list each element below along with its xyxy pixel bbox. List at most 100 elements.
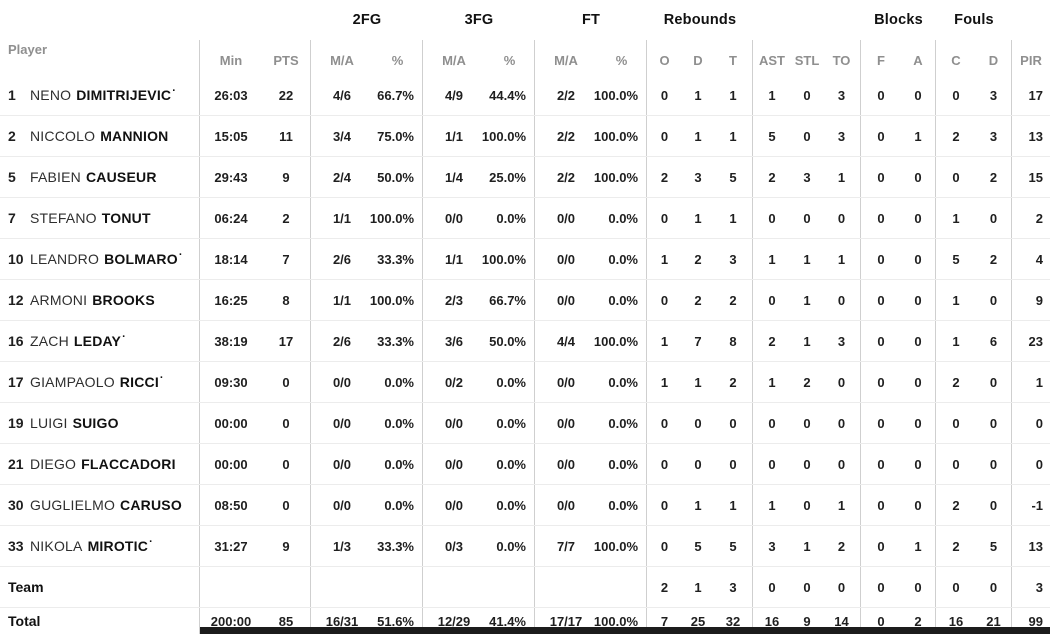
col-min: Min [219,53,243,68]
stat-reb-o: 0 [660,415,669,431]
player-number: 21 [8,456,24,472]
group-fouls: Fouls [954,12,994,28]
stat-blk-f: 0 [877,210,885,226]
stat-to: 14 [823,608,861,634]
stat-3fg-ma: 0/0 [444,456,464,472]
stat-reb-o: 1 [660,333,669,349]
stat-reb-d: 5 [694,538,702,554]
col-2fg-pct: % [373,40,423,75]
player-first-name: LUIGI [30,415,68,431]
bottom-bar [200,627,1050,634]
stat-blk-f: 0 [877,87,885,103]
stat-stl: 2 [803,374,811,390]
stat-ast: 0 [768,292,776,308]
stat-reb-t: 1 [714,485,753,525]
stat-reb-d: 7 [694,333,702,349]
stat-ft-pct: 100.0% [594,608,647,634]
stat-reb-d: 2 [694,292,702,308]
stat-min: 29:43 [214,169,248,185]
player-name[interactable]: 10 LEANDRO BOLMARO · [0,239,200,279]
stat-pir: 13 [1028,538,1043,554]
stat-blk-a: 1 [901,526,936,566]
stat-reb-t: 0 [714,444,753,484]
player-name[interactable]: 17 GIAMPAOLO RICCI · [0,362,200,402]
stat-2fg-ma: 3/4 [332,128,352,144]
starter-icon: · [172,85,176,97]
starter-icon: · [122,331,126,343]
player-name[interactable]: 30 GUGLIELMO CARUSO [0,485,200,525]
player-name[interactable]: 12 ARMONI BROOKS [0,280,200,320]
col-reb-o: O [659,53,670,68]
stat-2fg-pct: 75.0% [373,116,423,156]
player-name[interactable]: 21 DIEGO FLACCADORI [0,444,200,484]
group-spacer [0,0,311,40]
player-first-name: GUGLIELMO [30,497,116,513]
stat-2fg-pct: 0.0% [373,403,423,443]
stat-2fg-pct: 100.0% [370,198,423,238]
player-number: 16 [8,333,24,349]
stat-reb-d: 3 [694,169,702,185]
player-first-name: NIKOLA [30,538,83,554]
stat-2fg-ma: 1/1 [332,292,352,308]
col-to: TO [823,40,861,75]
col-blk-a: A [901,40,936,75]
stat-2fg-ma: 2/4 [332,169,352,185]
stat-3fg-pct: 0.0% [485,444,535,484]
stat-3fg-pct: 41.4% [485,608,535,634]
stat-2fg-pct: 0.0% [373,485,423,525]
player-number: 1 [8,87,16,103]
table-row: 1 NENO DIMITRIJEVIC · 26:03 22 4/6 66.7% 4/9 44.4… [0,75,1050,116]
stat-blk-a: 0 [901,567,936,607]
stat-reb-o: 0 [660,292,669,308]
stat-ft-ma: 0/0 [556,374,576,390]
table-row: 7 STEFANO TONUT 06:24 2 1/1 100.0% 0/0 0.0% 0/0 0.… [0,198,1050,239]
stat-reb-o: 0 [660,128,669,144]
stat-foul-c: 0 [952,87,960,103]
player-first-name: NENO [30,87,72,103]
player-number: 5 [8,169,16,185]
table-row: 21 DIEGO FLACCADORI 00:00 0 0/0 0.0% 0/0 0.0% 0/0… [0,444,1050,485]
player-first-name: STEFANO [30,210,97,226]
col-reb-d: D [693,53,703,68]
stat-3fg-ma: 4/9 [444,87,464,103]
player-number: 19 [8,415,24,431]
group-spacer [753,0,861,40]
stat-pir: 3 [1035,579,1043,595]
stat-ft-ma: 0/0 [556,497,576,513]
stat-3fg-pct: 25.0% [485,157,535,197]
stat-pts: 9 [262,526,311,566]
stat-foul-c: 5 [952,251,960,267]
stat-blk-f: 0 [877,579,885,595]
stat-3fg-pct: 0.0% [485,526,535,566]
player-name[interactable]: 19 LUIGI SUIGO [0,403,200,443]
player-name[interactable]: 1 NENO DIMITRIJEVIC · [0,75,200,115]
stat-pts [262,567,311,607]
stat-ast: 1 [768,497,776,513]
stat-foul-d: 6 [976,321,1012,361]
player-name[interactable]: 16 ZACH LEDAY · [0,321,200,361]
stat-reb-o: 0 [660,87,669,103]
stat-foul-d: 2 [976,157,1012,197]
stat-ft-pct: 100.0% [594,157,647,197]
col-foul-d: D [976,40,1012,75]
player-name[interactable]: 7 STEFANO TONUT [0,198,200,238]
stat-foul-d: 3 [976,75,1012,115]
table-row: 5 FABIEN CAUSEUR 29:43 9 2/4 50.0% 1/4 25.0% 2/2 1… [0,157,1050,198]
stat-foul-c: 2 [952,538,960,554]
stat-3fg-ma: 0/2 [444,374,464,390]
player-name[interactable]: 2 NICCOLO MANNION [0,116,200,156]
player-name[interactable]: 33 NIKOLA MIROTIC · [0,526,200,566]
stat-reb-o: 1 [660,374,669,390]
stat-blk-f: 0 [877,374,885,390]
stat-3fg-ma: 0/3 [444,538,464,554]
player-name[interactable]: 5 FABIEN CAUSEUR [0,157,200,197]
stat-reb-t: 3 [714,567,753,607]
stat-to: 3 [823,321,861,361]
stat-reb-o: 0 [660,210,669,226]
stat-pir: 99 [1028,613,1043,629]
stat-pts: 8 [262,280,311,320]
stat-blk-f: 0 [877,333,885,349]
stat-2fg-ma: 0/0 [332,415,352,431]
stat-foul-c: 2 [952,374,960,390]
